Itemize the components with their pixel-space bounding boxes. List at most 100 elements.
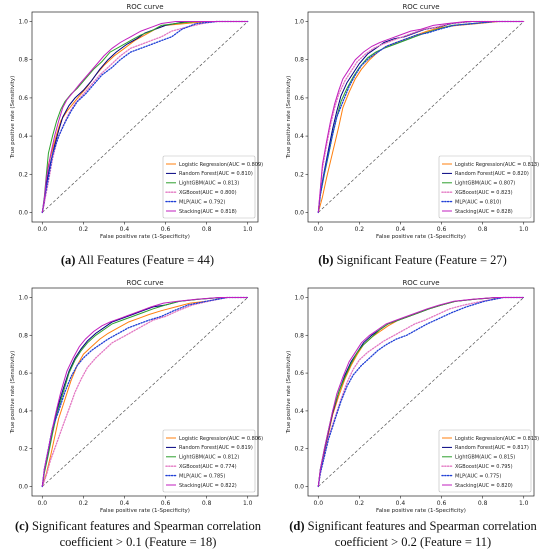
y-tick-label: 1.0	[18, 294, 28, 301]
caption-a: (a) All Features (Feature = 44)	[0, 252, 275, 268]
legend-label: Random Forest(AUC = 0.819)	[179, 445, 253, 451]
roc-chart-c: ROC curve 0.0 0.2 0.4 0.6 0.8 1.0 0.0 0.2 0.4 0.6 0…	[10, 279, 263, 514]
y-tick-label: 0.6	[18, 95, 28, 102]
roc-line-3	[41, 297, 248, 487]
x-axis-label-d: False positive rate (1-Specificity)	[376, 508, 466, 514]
x-tick-label: 0.6	[437, 226, 447, 233]
y-tick-label: 1.0	[18, 19, 28, 26]
y-tick-label: 1.0	[294, 19, 304, 26]
x-tick-label: 1.0	[243, 226, 253, 233]
x-tick-label: 0.2	[355, 500, 365, 507]
y-tick-label: 0.2	[18, 446, 28, 453]
y-tick-label: 0.4	[294, 133, 304, 140]
x-tick-label: 0.4	[120, 500, 130, 507]
y-axis-label-b: True positive rate (Sensitivity)	[286, 76, 292, 160]
roc-line-6	[41, 21, 248, 213]
y-tick-label: 0.6	[18, 370, 28, 377]
caption-c: (c) Significant features and Spearman co…	[3, 518, 273, 550]
caption-text-b: Significant Feature (Feature = 27)	[336, 253, 507, 267]
x-tick-label: 0.0	[37, 226, 47, 233]
y-axis-label-c: True positive rate (Sensitivity)	[10, 351, 16, 435]
legend-label: LightGBM(AUC = 0.813)	[179, 181, 239, 187]
plot-frame-d	[307, 287, 535, 497]
roc-line-5	[317, 296, 525, 488]
y-tick-label: 0.6	[294, 370, 304, 377]
y-tick-label: 0.4	[18, 133, 28, 140]
x-tick-label: 0.2	[79, 226, 89, 233]
x-tick-label: 0.4	[396, 500, 406, 507]
roc-line-3	[41, 21, 248, 213]
roc-panel-b: ROC curve 0.0 0.2 0.4 0.6 0.8 1.0 0.0 0.2 0.4 0.6 0…	[275, 0, 550, 277]
legend-box-c	[162, 429, 256, 493]
legend-label: Random Forest(AUC = 0.820)	[455, 171, 529, 177]
legend-label: Stacking(AUC = 0.828)	[455, 209, 513, 215]
legend-label: LightGBM(AUC = 0.807)	[455, 181, 515, 187]
caption-text-c: Significant features and Spearman correl…	[31, 519, 262, 549]
chart-title-b: ROC curve	[402, 3, 439, 11]
plot-frame-a	[31, 11, 259, 223]
roc-line-6	[317, 297, 524, 487]
roc-chart-a: ROC curve 0.0 0.2 0.4 0.6 0.8 1.0 0.0 0.2 0.4 0.6 0…	[10, 3, 263, 240]
x-axis-label-c: False positive rate (1-Specificity)	[100, 508, 190, 514]
chart-title-d: ROC curve	[402, 279, 439, 287]
legend-label: Stacking(AUC = 0.818)	[179, 209, 237, 215]
roc-panel-c: ROC curve 0.0 0.2 0.4 0.6 0.8 1.0 0.0 0.2 0.4 0.6 0…	[0, 278, 275, 555]
legend-box-b	[438, 155, 532, 219]
y-tick-label: 0.0	[18, 209, 28, 216]
y-tick-label: 0.4	[294, 408, 304, 415]
legend-label: Logistic Regression(AUC = 0.813)	[455, 162, 539, 168]
legend-label: XGBoost(AUC = 0.774)	[179, 464, 237, 470]
caption-letter-d: (d)	[289, 519, 305, 533]
legend-label: XGBoost(AUC = 0.800)	[179, 190, 237, 196]
y-tick-label: 0.4	[18, 408, 28, 415]
x-tick-label: 0.8	[478, 226, 488, 233]
x-tick-label: 0.2	[79, 500, 89, 507]
y-tick-label: 0.8	[294, 332, 304, 339]
x-tick-label: 0.0	[313, 500, 323, 507]
x-tick-label: 0.8	[202, 500, 212, 507]
x-tick-label: 1.0	[243, 500, 253, 507]
y-tick-label: 0.2	[294, 171, 304, 178]
roc-chart-d: ROC curve 0.0 0.2 0.4 0.6 0.8 1.0 0.0 0.2 0.4 0.6 0…	[286, 279, 539, 514]
legend-label: MLP(AUC = 0.775)	[455, 473, 501, 479]
legend-box-a	[162, 155, 256, 219]
caption-b: (b) Significant Feature (Feature = 27)	[275, 252, 550, 268]
plot-frame-b	[307, 11, 535, 223]
y-axis-label-d: True positive rate (Sensitivity)	[286, 351, 292, 435]
caption-text-d: Significant features and Spearman correl…	[307, 519, 537, 549]
y-tick-label: 0.8	[18, 57, 28, 64]
legend-label: LightGBM(AUC = 0.812)	[179, 455, 239, 461]
caption-d: (d) Significant features and Spearman co…	[278, 518, 548, 550]
legend-label: MLP(AUC = 0.792)	[179, 199, 225, 205]
plot-frame-c	[31, 287, 259, 497]
x-tick-label: 0.6	[161, 226, 171, 233]
legend-label: Logistic Regression(AUC = 0.806)	[179, 436, 263, 442]
legend-label: MLP(AUC = 0.785)	[179, 473, 225, 479]
x-axis-label-b: False positive rate (1-Specificity)	[376, 234, 466, 240]
roc-line-1	[41, 297, 248, 487]
legend-label: LightGBM(AUC = 0.815)	[455, 455, 515, 461]
legend-label: XGBoost(AUC = 0.823)	[455, 190, 513, 196]
legend-label: Logistic Regression(AUC = 0.813)	[455, 436, 539, 442]
chance-diagonal	[318, 21, 524, 213]
roc-line-5	[41, 20, 249, 214]
caption-text-a: All Features (Feature = 44)	[77, 253, 215, 267]
legend-label: Logistic Regression(AUC = 0.809)	[179, 162, 263, 168]
x-tick-label: 1.0	[519, 226, 529, 233]
x-tick-label: 0.8	[478, 500, 488, 507]
roc-line-2	[317, 21, 524, 213]
x-axis-label-a: False positive rate (1-Specificity)	[100, 234, 190, 240]
y-tick-label: 0.8	[294, 57, 304, 64]
chance-diagonal	[42, 21, 248, 213]
roc-line-4	[41, 20, 249, 214]
legend-label: Stacking(AUC = 0.820)	[455, 483, 513, 489]
chance-diagonal	[42, 297, 248, 487]
roc-chart-b: ROC curve 0.0 0.2 0.4 0.6 0.8 1.0 0.0 0.2 0.4 0.6 0…	[286, 3, 539, 240]
x-tick-label: 0.4	[396, 226, 406, 233]
y-tick-label: 1.0	[294, 294, 304, 301]
x-tick-label: 1.0	[519, 500, 529, 507]
roc-line-4	[41, 296, 249, 488]
legend-label: MLP(AUC = 0.810)	[455, 199, 501, 205]
y-axis-label-a: True positive rate (Sensitivity)	[10, 76, 16, 160]
x-tick-label: 0.6	[161, 500, 171, 507]
